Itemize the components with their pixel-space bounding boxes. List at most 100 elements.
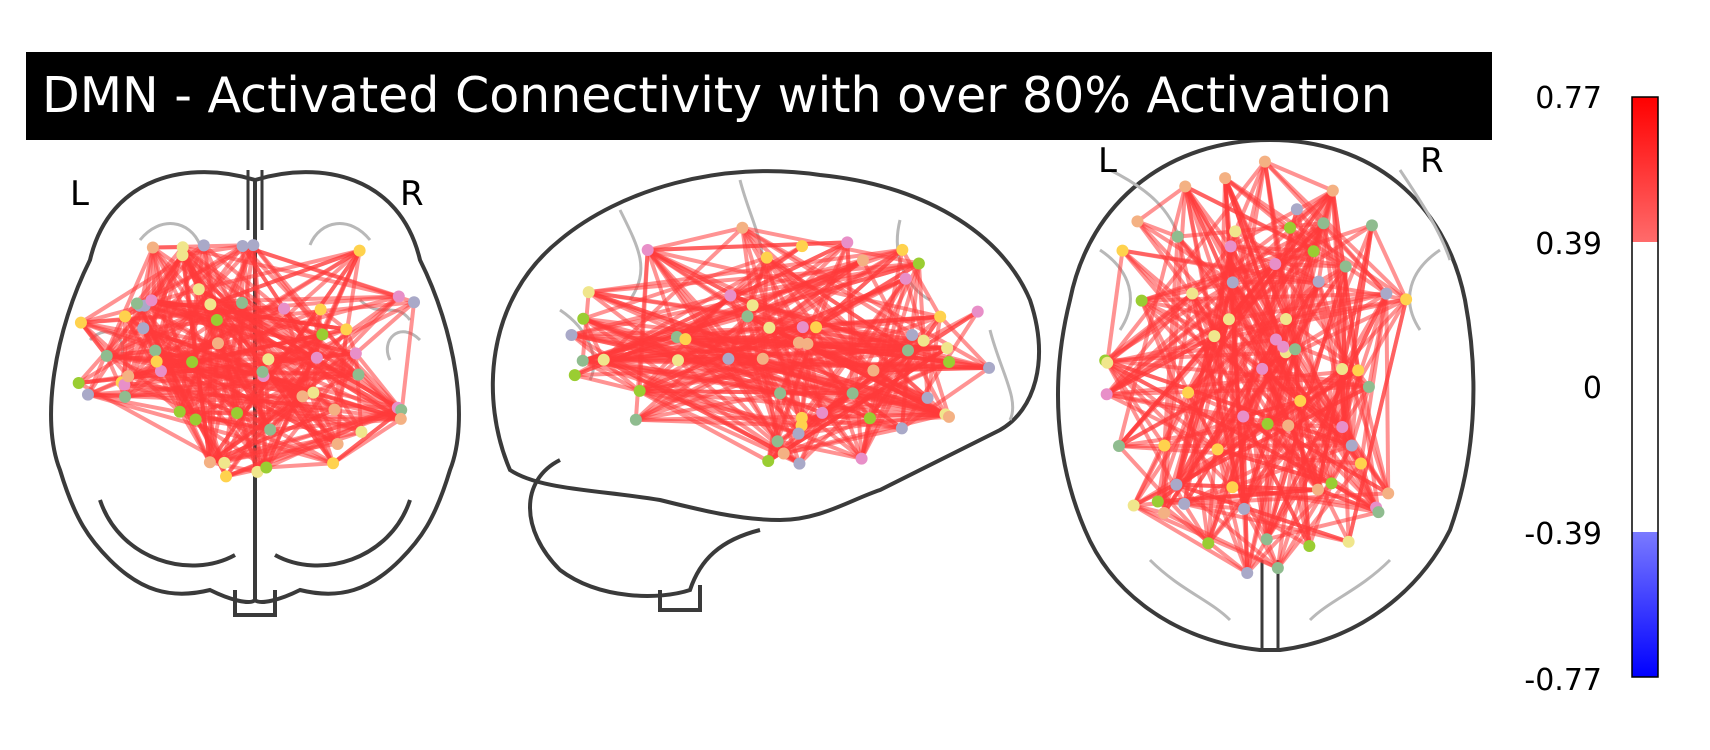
region-node: [145, 294, 158, 307]
connectivity-edge: [86, 254, 185, 396]
region-node: [1303, 540, 1316, 553]
connectivity-edge: [1230, 244, 1347, 269]
sagittal-brain-outline: [490, 169, 1041, 523]
region-node: [236, 239, 249, 252]
region-node: [331, 437, 344, 450]
connectivity-edge: [1105, 160, 1267, 365]
connectivity-edge: [588, 290, 947, 417]
region-node: [173, 405, 186, 418]
region-node: [597, 353, 610, 366]
region-node: [577, 312, 590, 325]
connectivity-edge: [151, 298, 347, 332]
axial-brain-outline: [1056, 137, 1476, 652]
region-node: [1317, 217, 1330, 230]
region-node: [722, 352, 735, 365]
region-node: [921, 391, 934, 404]
region-node: [1158, 506, 1171, 519]
region-node: [296, 390, 309, 403]
region-node: [846, 387, 859, 400]
coronal-edges: [77, 243, 417, 479]
region-node: [1284, 221, 1297, 234]
connectivity-edge: [282, 308, 335, 464]
connectivity-edge: [262, 300, 415, 378]
region-node: [1182, 386, 1195, 399]
region-node: [1229, 225, 1242, 238]
connectivity-edge: [1264, 423, 1270, 540]
connectivity-edge: [1182, 246, 1233, 505]
axial-midline: [1260, 560, 1280, 650]
connectivity-edge: [602, 358, 785, 456]
region-node: [746, 299, 759, 312]
connectivity-edge: [639, 388, 800, 436]
coronal-cerebellum: [98, 499, 412, 617]
connectivity-edge: [1118, 443, 1352, 449]
region-node: [641, 244, 654, 257]
region-node: [934, 310, 947, 323]
connectivity-edge: [801, 415, 903, 431]
region-node: [565, 328, 578, 341]
region-node: [582, 286, 595, 299]
region-node: [1101, 356, 1114, 369]
region-node: [316, 328, 329, 341]
connectivity-edge: [1281, 250, 1316, 348]
connectivity-edge: [1105, 358, 1370, 389]
connectivity-edge: [1136, 219, 1234, 285]
region-node: [1258, 155, 1271, 168]
connectivity-edge: [1163, 511, 1279, 570]
axial-nodes: [1099, 155, 1413, 579]
connectivity-edge: [574, 373, 641, 393]
sagittal-nodes: [565, 221, 996, 470]
region-node: [899, 272, 912, 285]
connectivity-edge: [119, 303, 139, 383]
region-node: [1336, 420, 1349, 433]
region-node: [1325, 477, 1338, 490]
region-node: [762, 454, 775, 467]
connectivity-edge: [312, 390, 402, 421]
region-node: [149, 344, 162, 357]
connectivity-edge: [1242, 398, 1301, 419]
region-node: [912, 257, 925, 270]
region-node: [863, 412, 876, 425]
connectivity-edge: [181, 245, 360, 377]
region-node: [211, 337, 224, 350]
region-node: [353, 244, 366, 257]
region-node: [1282, 419, 1295, 432]
connectivity-edge: [262, 374, 304, 399]
coronal-view: L R: [49, 170, 461, 617]
connectivity-edge: [1186, 392, 1211, 544]
region-node: [856, 254, 869, 267]
connectivity-edge: [1162, 236, 1180, 446]
region-node: [1362, 380, 1375, 393]
region-node: [395, 404, 408, 417]
region-node: [1365, 219, 1378, 232]
sagittal-edges: [570, 225, 991, 466]
colorbar-tick-label: 0.77: [1535, 81, 1602, 116]
region-node: [943, 356, 956, 369]
region-node: [810, 321, 823, 334]
connectivity-edge: [1384, 293, 1391, 494]
connectivity-edge: [581, 358, 770, 463]
region-node: [1336, 363, 1349, 376]
connectivity-edge: [1262, 161, 1289, 320]
region-node: [1179, 180, 1192, 193]
connectivity-edge: [635, 412, 946, 422]
connectivity-edge: [861, 259, 948, 416]
region-node: [895, 422, 908, 435]
connectivity-edge: [850, 262, 921, 395]
region-node: [1380, 287, 1393, 300]
region-node: [774, 387, 787, 400]
connectivity-edge: [1242, 414, 1380, 514]
coronal-left-label: L: [70, 174, 89, 214]
connectivity-edge: [1136, 184, 1187, 223]
region-node: [1171, 230, 1184, 243]
connectivity-edge: [768, 325, 950, 364]
region-node: [251, 465, 264, 478]
region-node: [231, 407, 244, 420]
region-node: [408, 296, 421, 309]
region-node: [1135, 294, 1148, 307]
connectivity-edge: [783, 412, 946, 456]
region-node: [1158, 439, 1171, 452]
colorbar-tick-label: 0.39: [1535, 227, 1602, 262]
region-node: [130, 297, 143, 310]
connectivity-edge: [938, 315, 991, 370]
